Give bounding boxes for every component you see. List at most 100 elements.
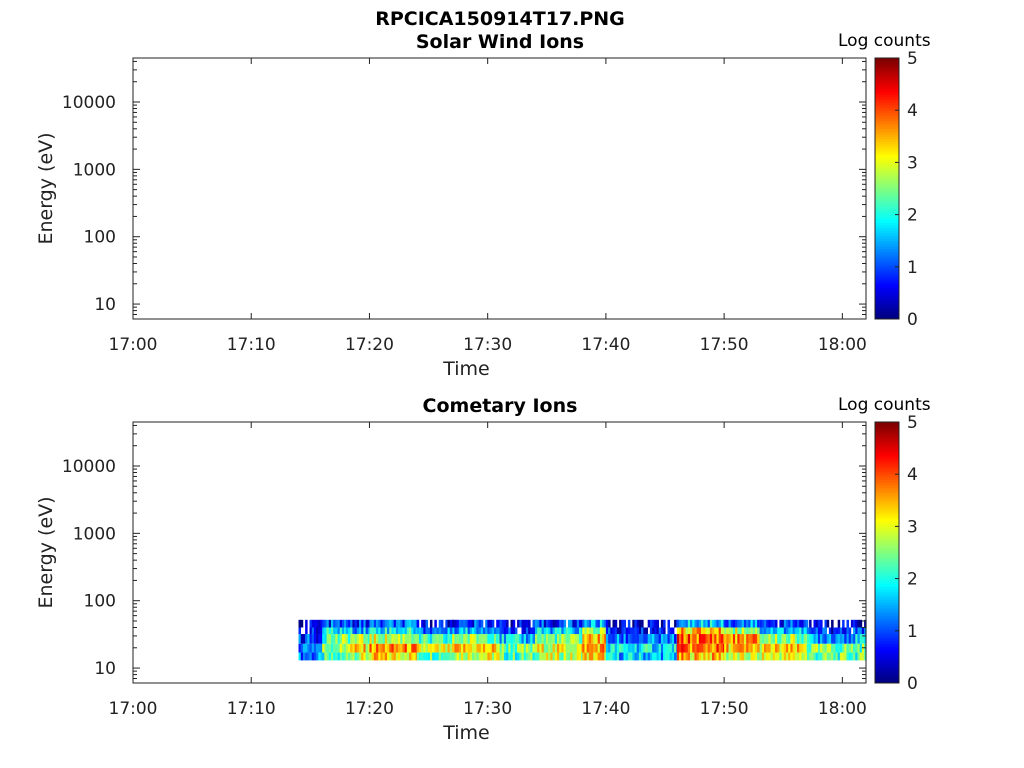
- heatmap-cell: [523, 652, 527, 661]
- heatmap-cell: [496, 619, 499, 628]
- heatmap-cell: [692, 619, 695, 628]
- heatmap-cell: [371, 652, 375, 661]
- heatmap-cell: [735, 627, 738, 635]
- heatmap-cell: [438, 627, 442, 635]
- heatmap-cell: [703, 634, 706, 644]
- heatmap-cell: [567, 634, 571, 644]
- heatmap-cell: [532, 652, 535, 661]
- heatmap-cell: [576, 643, 580, 653]
- heatmap-cell: [413, 619, 416, 628]
- colorbar-segment: [875, 232, 899, 236]
- heatmap-cell: [525, 634, 529, 644]
- heatmap-cell: [348, 627, 351, 635]
- heatmap-cell: [467, 634, 471, 644]
- heatmap-cell: [663, 619, 666, 628]
- heatmap-cell: [476, 634, 479, 644]
- heatmap-cell: [790, 627, 793, 635]
- heatmap-cell: [345, 643, 349, 653]
- colorbar-segment: [875, 84, 899, 88]
- heatmap-cell: [701, 634, 704, 644]
- heatmap-cell: [809, 634, 812, 644]
- heatmap-cell: [534, 627, 538, 635]
- heatmap-cell: [707, 634, 711, 644]
- heatmap-cell: [663, 643, 666, 653]
- colorbar-segment: [875, 149, 899, 153]
- heatmap-cell: [741, 634, 745, 644]
- heatmap-cell: [305, 634, 308, 644]
- heatmap-cell: [352, 627, 355, 635]
- heatmap-cell: [532, 643, 535, 653]
- heatmap-cell: [643, 643, 646, 653]
- heatmap-cell: [779, 627, 782, 635]
- heatmap-cell: [770, 634, 774, 644]
- heatmap-cell: [859, 619, 863, 628]
- heatmap-cell: [582, 619, 585, 628]
- heatmap-cell: [539, 643, 542, 653]
- heatmap-cell: [698, 627, 702, 635]
- heatmap-cell: [614, 619, 618, 628]
- heatmap-cell: [619, 627, 622, 635]
- heatmap-cell: [634, 634, 637, 644]
- heatmap-cell: [440, 619, 444, 628]
- colorbar-tick-label: 0: [907, 674, 918, 694]
- heatmap-cell: [506, 619, 509, 628]
- heatmap-cell: [671, 643, 675, 653]
- heatmap-cell: [752, 652, 756, 661]
- heatmap-cell: [846, 619, 849, 628]
- heatmap-cell: [523, 619, 527, 628]
- heatmap-cell: [541, 627, 545, 635]
- heatmap-cell: [409, 643, 412, 653]
- heatmap-cell: [356, 643, 360, 653]
- heatmap-cell: [421, 652, 424, 661]
- heatmap-cell: [690, 652, 693, 661]
- heatmap-cell: [373, 634, 377, 644]
- heatmap-cell: [687, 634, 691, 644]
- heatmap-cell: [389, 634, 392, 644]
- heatmap-cell: [582, 634, 585, 644]
- colorbar: 0 1 2 3 4 5: [874, 413, 918, 694]
- heatmap-cell: [599, 643, 603, 653]
- heatmap-cell: [476, 627, 479, 635]
- heatmap-cell: [324, 643, 327, 653]
- heatmap-cell: [820, 627, 823, 635]
- heatmap-cell: [552, 634, 556, 644]
- heatmap-cell: [570, 652, 573, 661]
- heatmap-cell: [593, 619, 596, 628]
- heatmap-cell: [636, 619, 640, 628]
- colorbar-segment: [875, 104, 899, 109]
- colorbar-segment: [875, 178, 899, 182]
- heatmap-cell: [667, 652, 670, 661]
- heatmap-cell: [404, 619, 408, 628]
- heatmap-cell: [561, 634, 564, 644]
- heatmap-cell: [768, 627, 771, 635]
- heatmap-cell: [859, 643, 863, 653]
- heatmap-cell: [667, 634, 670, 644]
- heatmap-cell: [378, 652, 381, 661]
- heatmap-cell: [844, 652, 847, 661]
- heatmap-cell: [545, 619, 549, 628]
- heatmap-cell: [687, 652, 691, 661]
- heatmap-cell: [692, 652, 695, 661]
- heatmap-cell: [842, 634, 845, 644]
- heatmap-cell: [716, 619, 719, 628]
- heatmap-cell: [499, 619, 502, 628]
- colorbar-segment: [875, 487, 899, 491]
- heatmap-cell: [638, 652, 642, 661]
- heatmap-cell: [369, 643, 372, 653]
- heatmap-cell: [578, 627, 582, 635]
- heatmap-cell: [339, 619, 343, 628]
- heatmap-cell: [432, 627, 435, 635]
- heatmap-cell: [694, 652, 697, 661]
- heatmap-cell: [665, 652, 668, 661]
- heatmap-cell: [339, 643, 343, 653]
- heatmap-cell: [434, 652, 437, 661]
- colorbar-segment: [875, 308, 899, 312]
- heatmap-cell: [391, 652, 394, 661]
- heatmap-cell: [472, 627, 475, 635]
- colorbar-segment: [875, 115, 899, 119]
- heatmap-cell: [371, 643, 375, 653]
- colorbar-segment: [875, 157, 899, 161]
- heatmap-cell: [768, 634, 771, 644]
- colorbar-segment: [875, 628, 899, 632]
- heatmap-cell: [361, 627, 364, 635]
